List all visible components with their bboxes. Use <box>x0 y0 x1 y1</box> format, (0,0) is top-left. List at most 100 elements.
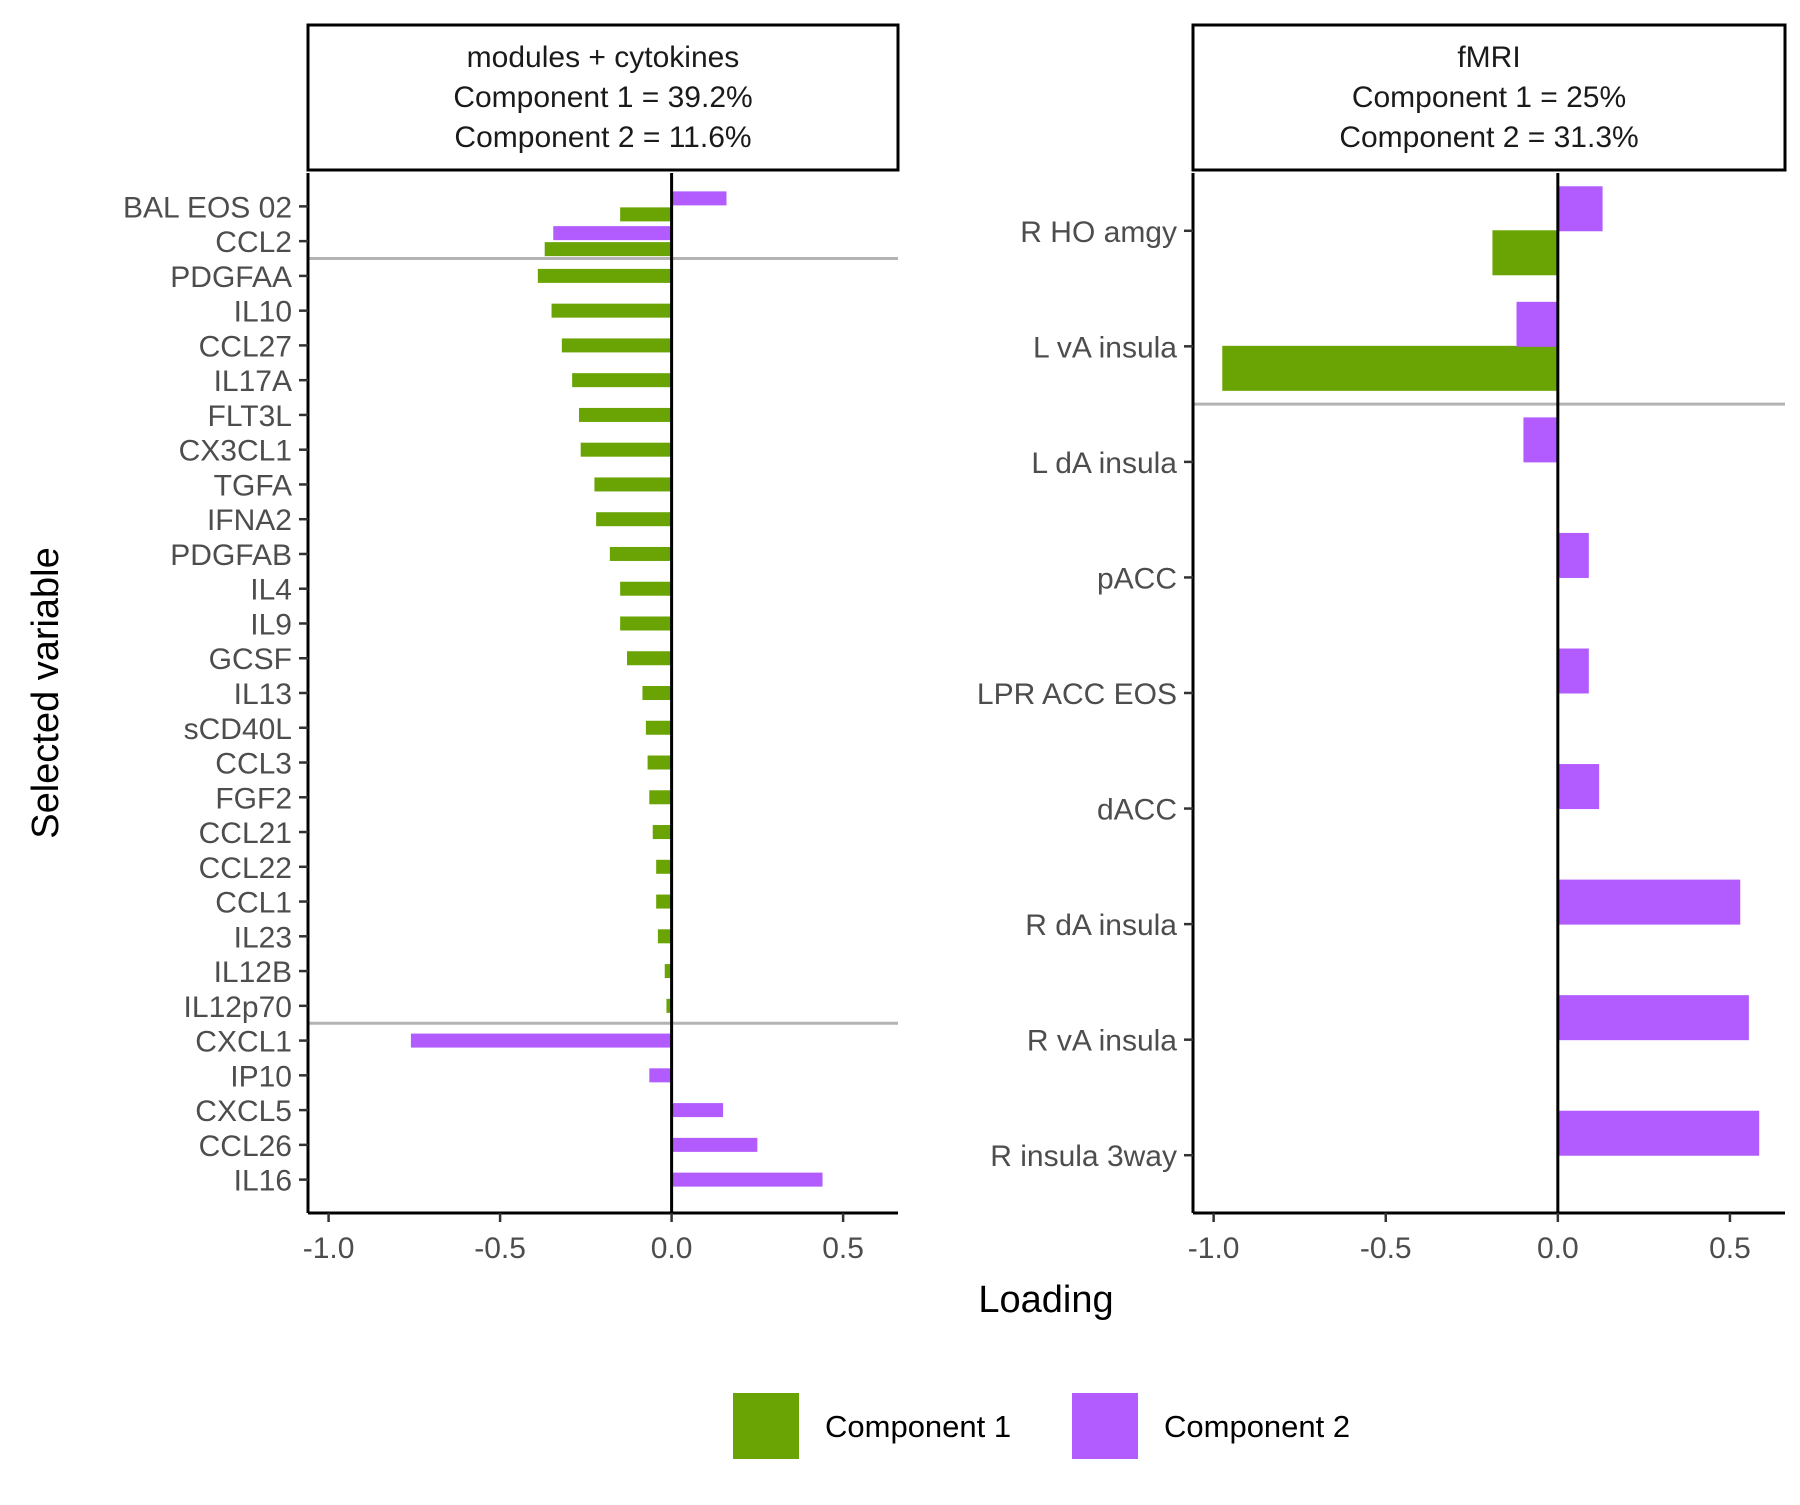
bar-component-1 <box>656 859 672 874</box>
bar-component-1 <box>1222 345 1558 391</box>
bar-component-1 <box>551 303 672 318</box>
y-tick-label: sCD40L <box>184 713 292 746</box>
bar-component-2 <box>1557 879 1741 925</box>
y-tick-label: IL13 <box>234 678 292 711</box>
panel-fmri: fMRI Component 1 = 25% Component 2 = 31.3%… <box>977 23 1787 1265</box>
bar-component-1 <box>645 720 672 735</box>
bar-component-2 <box>1557 648 1589 694</box>
bar-component-1 <box>627 651 672 666</box>
y-tick-label: CCL2 <box>215 226 292 259</box>
y-tick-label: IL12p70 <box>184 991 292 1024</box>
x-tick-label: 0.5 <box>1709 1232 1751 1265</box>
bar-component-1 <box>620 616 672 631</box>
y-tick-label: IL12B <box>214 956 292 989</box>
bar-component-1 <box>572 373 672 388</box>
bar-component-2 <box>1523 417 1558 463</box>
bar-component-2 <box>1557 532 1589 578</box>
x-tick-label: -0.5 <box>1360 1232 1412 1265</box>
y-tick-label: R vA insula <box>1027 1025 1177 1058</box>
y-tick-label: CCL27 <box>199 330 292 363</box>
y-tick-label: pACC <box>1097 562 1177 595</box>
y-tick-label: CXCL5 <box>195 1095 292 1128</box>
bar-component-1 <box>620 581 672 596</box>
bar-component-2 <box>671 191 727 206</box>
legend: Component 1 Component 2 <box>733 1393 1350 1459</box>
x-tick-label: 0.0 <box>651 1232 693 1265</box>
y-tick-label: IFNA2 <box>207 504 292 537</box>
bar-component-2 <box>410 1033 672 1048</box>
bar-component-1 <box>609 546 672 561</box>
legend-label: Component 2 <box>1164 1409 1350 1444</box>
panel-title-box <box>1191 23 1787 172</box>
bar-component-2 <box>1557 764 1600 810</box>
bar-component-1 <box>656 894 672 909</box>
y-tick-label: TGFA <box>214 469 292 502</box>
y-tick-label: CCL1 <box>215 887 292 920</box>
y-tick-label: IL4 <box>250 574 292 607</box>
bar-component-1 <box>578 407 672 422</box>
panel-title-box <box>306 23 900 172</box>
bar-component-1 <box>594 477 672 492</box>
x-axis-title: Loading <box>978 1279 1113 1321</box>
legend-label: Component 1 <box>825 1409 1011 1444</box>
bar-component-1 <box>580 442 672 457</box>
y-tick-label: PDGFAB <box>170 539 292 572</box>
bar-component-1 <box>647 755 672 770</box>
y-tick-label: LPR ACC EOS <box>977 678 1177 711</box>
bar-component-2 <box>671 1172 823 1187</box>
y-tick-label: CCL3 <box>215 748 292 781</box>
y-tick-label: FGF2 <box>215 782 292 815</box>
y-tick-label: R dA insula <box>1025 909 1177 942</box>
y-tick-label: CCL26 <box>199 1130 292 1163</box>
bar-component-1 <box>652 825 672 840</box>
x-tick-label: -1.0 <box>303 1232 355 1265</box>
bar-component-1 <box>642 686 672 700</box>
panel-title-line: Component 1 = 25% <box>1352 81 1626 114</box>
bar-component-1 <box>1492 230 1558 276</box>
legend-swatch <box>733 1393 799 1459</box>
y-tick-label: IL16 <box>234 1165 292 1198</box>
bar-component-2 <box>671 1103 724 1118</box>
bar-component-2 <box>1557 1110 1760 1156</box>
y-tick-label: dACC <box>1097 794 1177 827</box>
y-tick-label: BAL EOS 02 <box>123 191 292 224</box>
bar-component-2 <box>1557 995 1749 1041</box>
y-tick-label: PDGFAA <box>170 261 292 294</box>
legend-swatch <box>1072 1393 1138 1459</box>
panel-title-line: Component 1 = 39.2% <box>453 81 752 114</box>
y-tick-label: CXCL1 <box>195 1026 292 1059</box>
y-tick-label: R insula 3way <box>990 1140 1177 1173</box>
bar-component-1 <box>664 964 672 979</box>
y-tick-label: CX3CL1 <box>179 435 292 468</box>
panel-title-line: Component 2 = 11.6% <box>454 121 751 154</box>
y-tick-label: L vA insula <box>1033 331 1177 364</box>
panel-title-line: modules + cytokines <box>467 41 740 74</box>
x-tick-label: 0.0 <box>1537 1232 1579 1265</box>
y-tick-label: IP10 <box>230 1060 292 1093</box>
bar-component-2 <box>671 1137 758 1152</box>
bar-component-2 <box>1516 301 1558 347</box>
bar-component-1 <box>657 929 672 944</box>
x-tick-label: 0.5 <box>822 1232 864 1265</box>
y-tick-label: FLT3L <box>208 400 292 433</box>
y-tick-label: R HO amgy <box>1020 216 1177 249</box>
x-tick-label: -0.5 <box>474 1232 526 1265</box>
y-tick-label: CCL22 <box>199 852 292 885</box>
y-tick-label: GCSF <box>209 643 292 676</box>
bar-component-1 <box>596 512 672 527</box>
bar-component-2 <box>649 1068 672 1083</box>
bar-component-1 <box>649 790 672 805</box>
bar-component-2 <box>1557 186 1603 232</box>
x-tick-label: -1.0 <box>1188 1232 1240 1265</box>
y-tick-label: L dA insula <box>1031 447 1177 480</box>
bar-component-2 <box>553 226 672 241</box>
panel-mc: modules + cytokines Component 1 = 39.2% Co… <box>123 23 900 1265</box>
y-tick-label: IL10 <box>234 296 292 329</box>
y-tick-label: CCL21 <box>199 817 292 850</box>
bar-component-1 <box>620 207 672 222</box>
y-axis-title: Selected variable <box>25 547 67 839</box>
y-tick-label: IL23 <box>234 921 292 954</box>
bar-component-1 <box>561 338 672 353</box>
